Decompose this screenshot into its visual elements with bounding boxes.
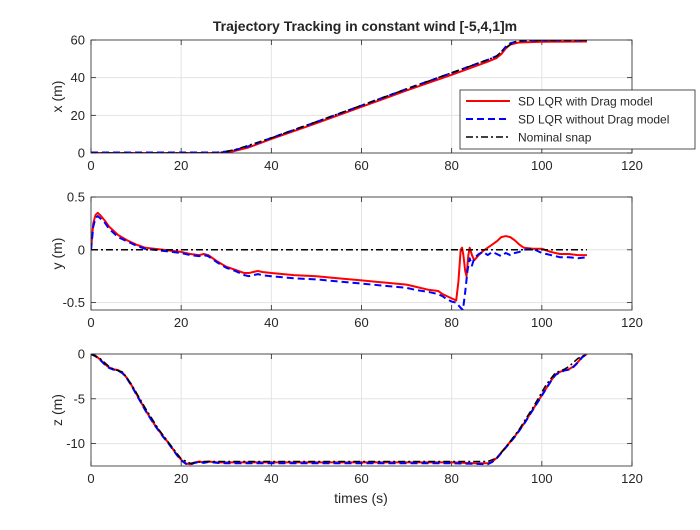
x-tick-label: 120 bbox=[621, 158, 643, 173]
subplot-panels: 0 20 40 60 80 100 120 0 20 40 60 x (m) 0 20 40 60 80 100 1… bbox=[49, 33, 643, 487]
x-tick-label: 0 bbox=[87, 315, 94, 330]
x-tick-label: 60 bbox=[354, 315, 368, 330]
series-group bbox=[91, 40, 587, 153]
series-line-sd-lqr-without-drag-model bbox=[91, 354, 588, 466]
x-tick-label: 20 bbox=[174, 315, 188, 330]
x-tick-label: 0 bbox=[87, 471, 94, 486]
series-group bbox=[91, 354, 588, 466]
x-tick-label: 40 bbox=[264, 315, 278, 330]
y-tick-label: -0.5 bbox=[63, 295, 85, 310]
y-tick-label: 0.5 bbox=[67, 190, 85, 205]
plot-frame bbox=[90, 196, 633, 311]
plot-frame bbox=[90, 353, 633, 467]
y-axis-label: x (m) bbox=[49, 81, 65, 113]
series-line-nominal-snap bbox=[91, 354, 588, 465]
y-tick-label: -5 bbox=[73, 391, 85, 406]
x-tick-label: 60 bbox=[354, 471, 368, 486]
x-tick-label: 120 bbox=[621, 471, 643, 486]
x-tick-label: 80 bbox=[444, 315, 458, 330]
y-tick-label: -10 bbox=[66, 436, 85, 451]
x-tick-label: 80 bbox=[444, 158, 458, 173]
legend: SD LQR with Drag model SD LQR without Dra… bbox=[459, 89, 696, 150]
series-line-sd-lqr-without-drag-model bbox=[91, 215, 588, 310]
y-axis-label: y (m) bbox=[49, 238, 65, 270]
x-tick-label: 100 bbox=[531, 158, 553, 173]
x-tick-label: 20 bbox=[174, 471, 188, 486]
x-tick-label: 40 bbox=[264, 471, 278, 486]
y-tick-label: 60 bbox=[71, 33, 85, 48]
legend-label: Nominal snap bbox=[518, 131, 592, 145]
series-group bbox=[91, 211, 588, 310]
chart-title: Trajectory Tracking in constant wind [-5… bbox=[213, 18, 517, 34]
series-line-sd-lqr-with-drag-model bbox=[91, 211, 587, 302]
y-tick-label: 40 bbox=[71, 70, 85, 85]
x-tick-label: 120 bbox=[621, 315, 643, 330]
y-tick-label: 0 bbox=[78, 146, 85, 161]
x-tick-label: 100 bbox=[531, 471, 553, 486]
x-tick-label: 40 bbox=[264, 158, 278, 173]
legend-label: SD LQR with Drag model bbox=[518, 95, 653, 109]
x-axis-label: times (s) bbox=[334, 490, 388, 506]
subplot-3: 0 20 40 60 80 100 120 -10 -5 0 z (m) bbox=[49, 347, 643, 487]
x-tick-label: 60 bbox=[354, 158, 368, 173]
x-tick-label: 0 bbox=[87, 158, 94, 173]
x-tick-label: 80 bbox=[444, 471, 458, 486]
y-axis-label: z (m) bbox=[49, 394, 65, 426]
y-tick-label: 0 bbox=[78, 242, 85, 257]
y-tick-label: 20 bbox=[71, 108, 85, 123]
subplot-2: 0 20 40 60 80 100 120-0.500.5y (m) bbox=[49, 190, 643, 331]
y-tick-label: 0 bbox=[78, 347, 85, 362]
x-tick-label: 100 bbox=[531, 315, 553, 330]
x-tick-label: 20 bbox=[174, 158, 188, 173]
series-line-nominal-snap bbox=[91, 40, 587, 153]
legend-label: SD LQR without Drag model bbox=[518, 113, 669, 127]
